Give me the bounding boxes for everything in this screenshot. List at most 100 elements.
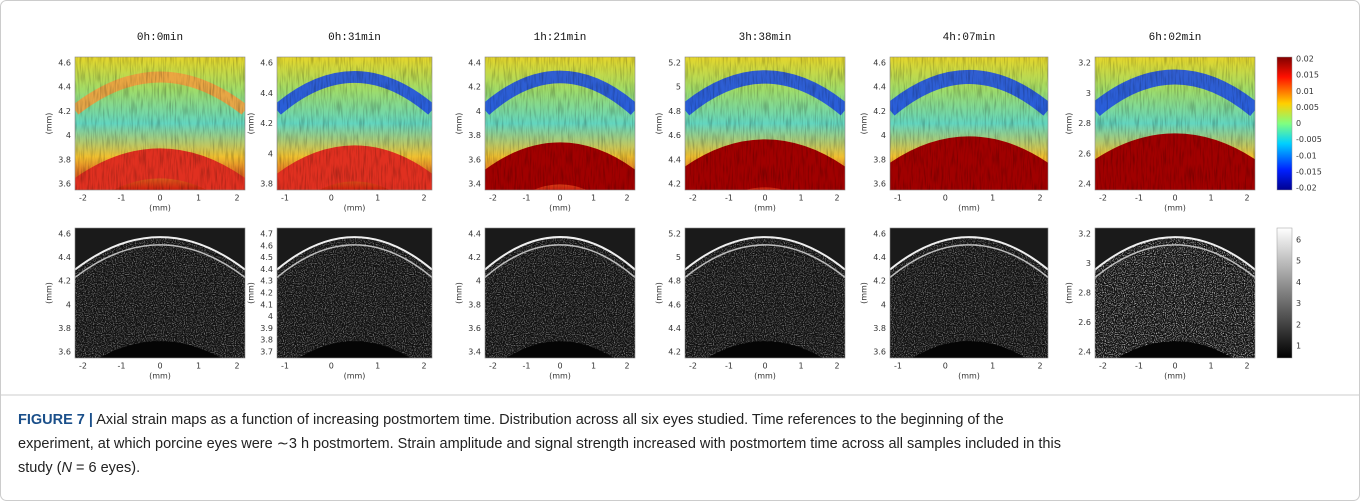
y-tick-label: 4.4 — [58, 253, 71, 262]
strain-map — [1095, 57, 1255, 190]
x-tick-label: -1 — [281, 194, 289, 203]
panel-title: 1h:21min — [534, 32, 587, 44]
y-tick-label: 4.6 — [260, 59, 273, 68]
y-tick-label: 3.6 — [468, 324, 481, 333]
x-tick-label: 1 — [591, 362, 596, 371]
y-tick-label: 4.2 — [260, 289, 273, 298]
surface-2 — [890, 244, 1048, 278]
colorbar — [1276, 227, 1293, 359]
x-tick-label: -1 — [725, 194, 733, 203]
x-tick-label: -1 — [894, 362, 902, 371]
y-tick-label: 4.2 — [58, 107, 71, 116]
x-tick-label: -1 — [281, 362, 289, 371]
x-axis-label: (mm) — [754, 204, 776, 213]
y-tick-label: 4 — [268, 149, 273, 158]
y-tick-label: 4.6 — [58, 230, 71, 239]
top-dark — [685, 228, 845, 270]
y-tick-label: 3 — [1086, 89, 1091, 98]
intensity-map — [685, 228, 845, 358]
y-tick-label: 2.6 — [1078, 149, 1091, 158]
colorbar — [1276, 56, 1293, 191]
colorbar-tick-label: 6 — [1296, 236, 1301, 245]
y-tick-label: 4.6 — [260, 241, 273, 250]
x-tick-label: 1 — [375, 362, 380, 371]
y-tick-label: 3.6 — [58, 348, 71, 357]
x-tick-label: 0 — [762, 194, 767, 203]
x-tick-label: 0 — [157, 362, 162, 371]
y-tick-label: 4.6 — [668, 300, 681, 309]
y-tick-label: 4.2 — [468, 253, 481, 262]
x-tick-label: -1 — [523, 362, 531, 371]
y-tick-label: 3.2 — [1078, 230, 1091, 239]
y-tick-label: 5.2 — [668, 59, 681, 68]
x-tick-label: -2 — [689, 194, 697, 203]
x-axis-label: (mm) — [549, 204, 571, 213]
y-tick-label: 4.8 — [668, 277, 681, 286]
colorbar-tick-label: -0.015 — [1296, 167, 1322, 176]
colorbar-tick-label: 5 — [1296, 257, 1301, 266]
panel-title: 0h:31min — [328, 32, 381, 44]
y-axis-label: (mm) — [655, 282, 664, 304]
x-tick-label: -1 — [523, 194, 531, 203]
surface — [75, 236, 245, 271]
strain-map — [890, 57, 1048, 190]
colorbar-tick-label: 0 — [1296, 119, 1301, 128]
bottom-dark — [75, 341, 245, 358]
y-tick-label: 4.4 — [668, 324, 681, 333]
plot-frame — [74, 227, 246, 359]
y-tick-label: 4.6 — [668, 131, 681, 140]
y-tick-label: 4.6 — [873, 59, 886, 68]
x-tick-label: 0 — [943, 194, 948, 203]
intensity-map — [1095, 228, 1255, 358]
x-tick-label: -1 — [894, 194, 902, 203]
x-tick-label: 1 — [1208, 362, 1213, 371]
colorbar-tick-label: 2 — [1296, 320, 1301, 329]
texture — [685, 57, 845, 190]
bottom-dark — [685, 341, 845, 358]
y-tick-label: 4.4 — [58, 83, 71, 92]
y-tick-label: 3.6 — [58, 180, 71, 189]
y-tick-label: 3.6 — [873, 180, 886, 189]
plot-frame — [1094, 56, 1256, 191]
y-tick-label: 3.8 — [873, 324, 886, 333]
y-axis-label: (mm) — [247, 113, 256, 135]
y-tick-label: 4.4 — [668, 155, 681, 164]
surface — [890, 236, 1048, 271]
panel-title: 0h:0min — [137, 32, 183, 44]
y-axis-label: (mm) — [45, 113, 54, 135]
plot-frame — [276, 227, 433, 359]
x-tick-label: 2 — [234, 362, 239, 371]
y-tick-label: 4.2 — [260, 119, 273, 128]
bottom-dark — [277, 341, 432, 358]
top-dark — [277, 228, 432, 270]
x-tick-label: 1 — [1208, 194, 1213, 203]
intensity-map — [75, 228, 245, 358]
y-tick-label: 3.8 — [58, 155, 71, 164]
x-tick-label: 2 — [1244, 194, 1249, 203]
y-tick-label: 4.8 — [668, 107, 681, 116]
x-tick-label: -2 — [689, 362, 697, 371]
y-tick-label: 2.8 — [1078, 119, 1091, 128]
y-tick-label: 4.4 — [260, 89, 273, 98]
y-tick-label: 5 — [676, 253, 681, 262]
y-tick-label: 4.4 — [873, 83, 886, 92]
y-tick-label: 3.8 — [468, 300, 481, 309]
surface — [1095, 236, 1255, 271]
x-tick-label: -2 — [79, 362, 87, 371]
y-axis-label: (mm) — [455, 282, 464, 304]
y-tick-label: 4 — [881, 300, 886, 309]
y-tick-label: 4.1 — [260, 300, 273, 309]
y-axis-label: (mm) — [1065, 282, 1074, 304]
plot-frame — [74, 56, 246, 191]
x-tick-label: -2 — [1099, 194, 1107, 203]
y-axis-label: (mm) — [860, 282, 869, 304]
x-axis-label: (mm) — [344, 372, 366, 381]
x-tick-label: -2 — [489, 362, 497, 371]
y-tick-label: 4.2 — [668, 180, 681, 189]
surface-2 — [1095, 244, 1255, 278]
x-axis-label: (mm) — [149, 204, 171, 213]
colorbar-tick-label: 4 — [1296, 278, 1301, 287]
y-tick-label: 2.4 — [1078, 348, 1091, 357]
x-tick-label: 1 — [798, 194, 803, 203]
y-tick-label: 4 — [881, 131, 886, 140]
